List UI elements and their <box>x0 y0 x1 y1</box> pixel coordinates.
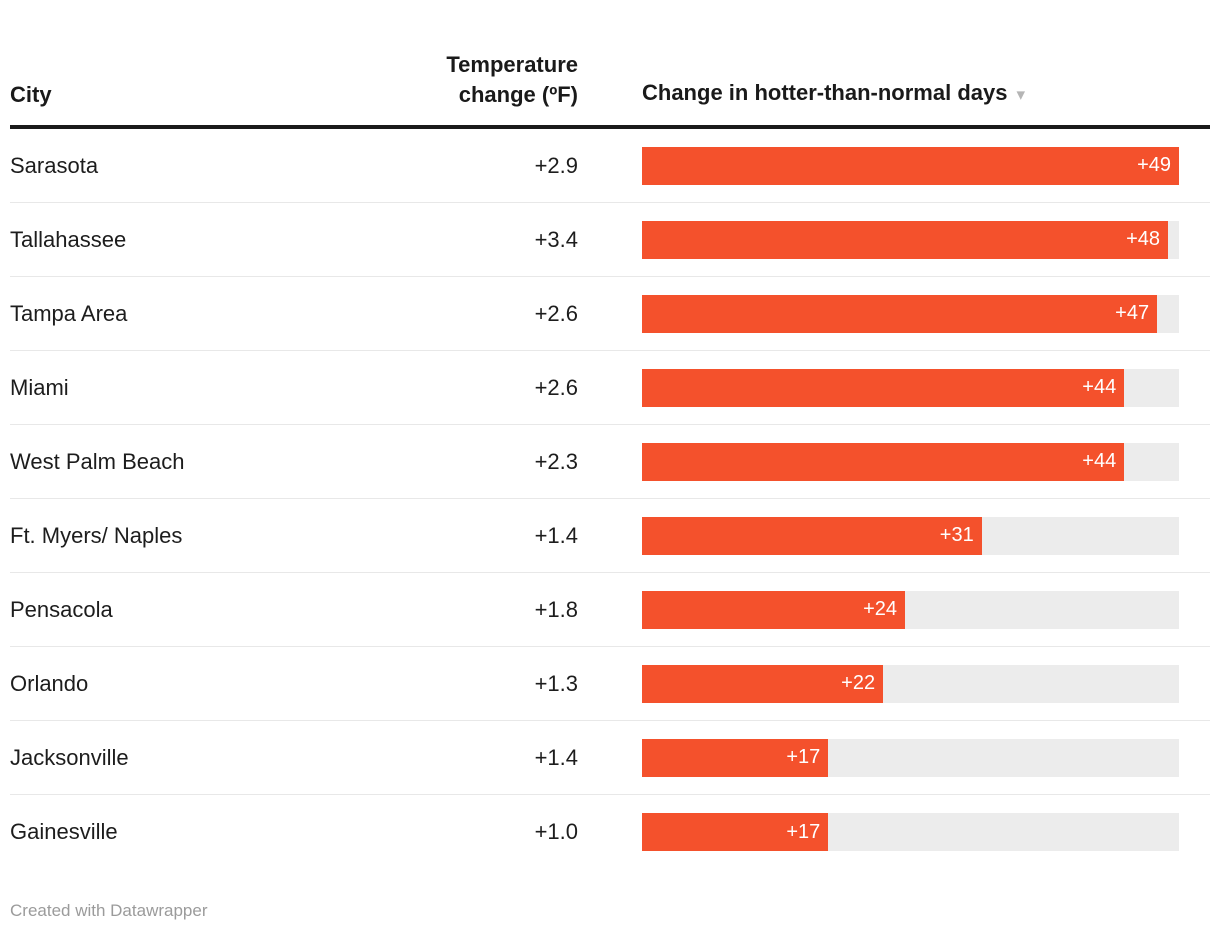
temperature-change-value: +1.3 <box>534 670 578 696</box>
bar-cell: +49 <box>642 146 1179 185</box>
city-name: Ft. Myers/ Naples <box>10 522 183 548</box>
bar-value-label: +48 <box>1126 228 1161 250</box>
temperature-change-value: +1.4 <box>534 744 578 770</box>
bar-track: +22 <box>642 664 1179 703</box>
bar-fill[interactable]: +17 <box>642 813 829 851</box>
table-row: Pensacola +1.8 +24 <box>10 573 1210 647</box>
temperature-change-value: +2.6 <box>534 300 578 326</box>
bar-fill[interactable]: +17 <box>642 738 829 777</box>
table-row: Orlando +1.3 +22 <box>10 647 1210 721</box>
bar-value-label: +22 <box>841 672 876 694</box>
bar-value-label: +31 <box>939 524 974 546</box>
bar-fill[interactable]: +48 <box>642 220 1169 259</box>
column-header-city[interactable]: City <box>10 82 52 107</box>
table-row: Jacksonville +1.4 +17 <box>10 721 1210 795</box>
bar-track: +47 <box>642 294 1179 333</box>
table-row: Tampa Area +2.6 +47 <box>10 277 1210 351</box>
temperature-change-value: +2.6 <box>534 374 578 400</box>
city-name: Tampa Area <box>10 300 128 326</box>
city-name: Jacksonville <box>10 744 129 770</box>
bar-cell: +44 <box>642 442 1179 481</box>
table-row: Ft. Myers/ Naples +1.4 +31 <box>10 499 1210 573</box>
city-name: Tallahassee <box>10 226 127 252</box>
table-header: City Temperature change (ºF) Change in h… <box>10 0 1210 129</box>
bar-track: +44 <box>642 368 1179 407</box>
bar-cell: +24 <box>642 590 1179 629</box>
bar-fill[interactable]: +44 <box>642 368 1125 407</box>
city-name: Orlando <box>10 670 89 696</box>
city-name: Sarasota <box>10 152 99 178</box>
city-name: West Palm Beach <box>10 448 185 474</box>
temperature-change-value: +3.4 <box>534 226 578 252</box>
bar-value-label: +17 <box>786 746 821 768</box>
bar-value-label: +17 <box>786 820 821 843</box>
bar-fill[interactable]: +22 <box>642 664 884 703</box>
bar-value-label: +24 <box>863 598 898 620</box>
bar-cell: +47 <box>642 294 1179 333</box>
bar-track: +17 <box>642 738 1179 777</box>
bar-value-label: +49 <box>1137 154 1171 176</box>
column-header-temperature[interactable]: Temperature change (ºF) <box>446 52 578 107</box>
table-row: West Palm Beach +2.3 +44 <box>10 425 1210 499</box>
bar-track: +24 <box>642 590 1179 629</box>
bar-fill[interactable]: +24 <box>642 590 906 629</box>
bar-value-label: +44 <box>1082 376 1117 398</box>
table-row: Gainesville +1.0 +17 <box>10 795 1210 869</box>
bar-cell: +22 <box>642 664 1179 703</box>
temperature-change-value: +1.4 <box>534 522 578 548</box>
city-name: Miami <box>10 374 69 400</box>
attribution[interactable]: Created with Datawrapper <box>10 901 208 920</box>
table-body: Sarasota +2.9 +49 Tallahassee +3.4 +48 <box>10 129 1210 869</box>
city-name: Gainesville <box>10 819 118 844</box>
temperature-change-value: +2.9 <box>534 152 578 178</box>
table-row: Miami +2.6 +44 <box>10 351 1210 425</box>
bar-cell: +48 <box>642 220 1179 259</box>
city-name: Pensacola <box>10 596 113 622</box>
table-row: Tallahassee +3.4 +48 <box>10 203 1210 277</box>
bar-cell: +17 <box>642 738 1179 777</box>
bar-value-label: +44 <box>1082 450 1117 472</box>
bar-track: +49 <box>642 146 1179 185</box>
temperature-change-value: +1.8 <box>534 596 578 622</box>
temperature-change-value: +2.3 <box>534 448 578 474</box>
bar-fill[interactable]: +49 <box>642 146 1179 185</box>
bar-value-label: +47 <box>1115 302 1150 324</box>
bar-cell: +44 <box>642 368 1179 407</box>
bar-cell: +17 <box>642 813 1179 851</box>
temperature-change-value: +1.0 <box>534 819 578 844</box>
sort-descending-icon[interactable]: ▾ <box>1016 85 1026 104</box>
table-row: Sarasota +2.9 +49 <box>10 129 1210 203</box>
column-header-days-label: Change in hotter-than-normal days <box>642 80 1008 105</box>
bar-track: +17 <box>642 813 1179 851</box>
bar-fill[interactable]: +44 <box>642 442 1125 481</box>
bar-fill[interactable]: +47 <box>642 294 1158 333</box>
bar-track: +31 <box>642 516 1179 555</box>
bar-fill[interactable]: +31 <box>642 516 982 555</box>
bar-track: +48 <box>642 220 1179 259</box>
bar-track: +44 <box>642 442 1179 481</box>
column-header-days[interactable]: Change in hotter-than-normal days ▾ <box>642 78 1179 110</box>
bar-cell: +31 <box>642 516 1179 555</box>
